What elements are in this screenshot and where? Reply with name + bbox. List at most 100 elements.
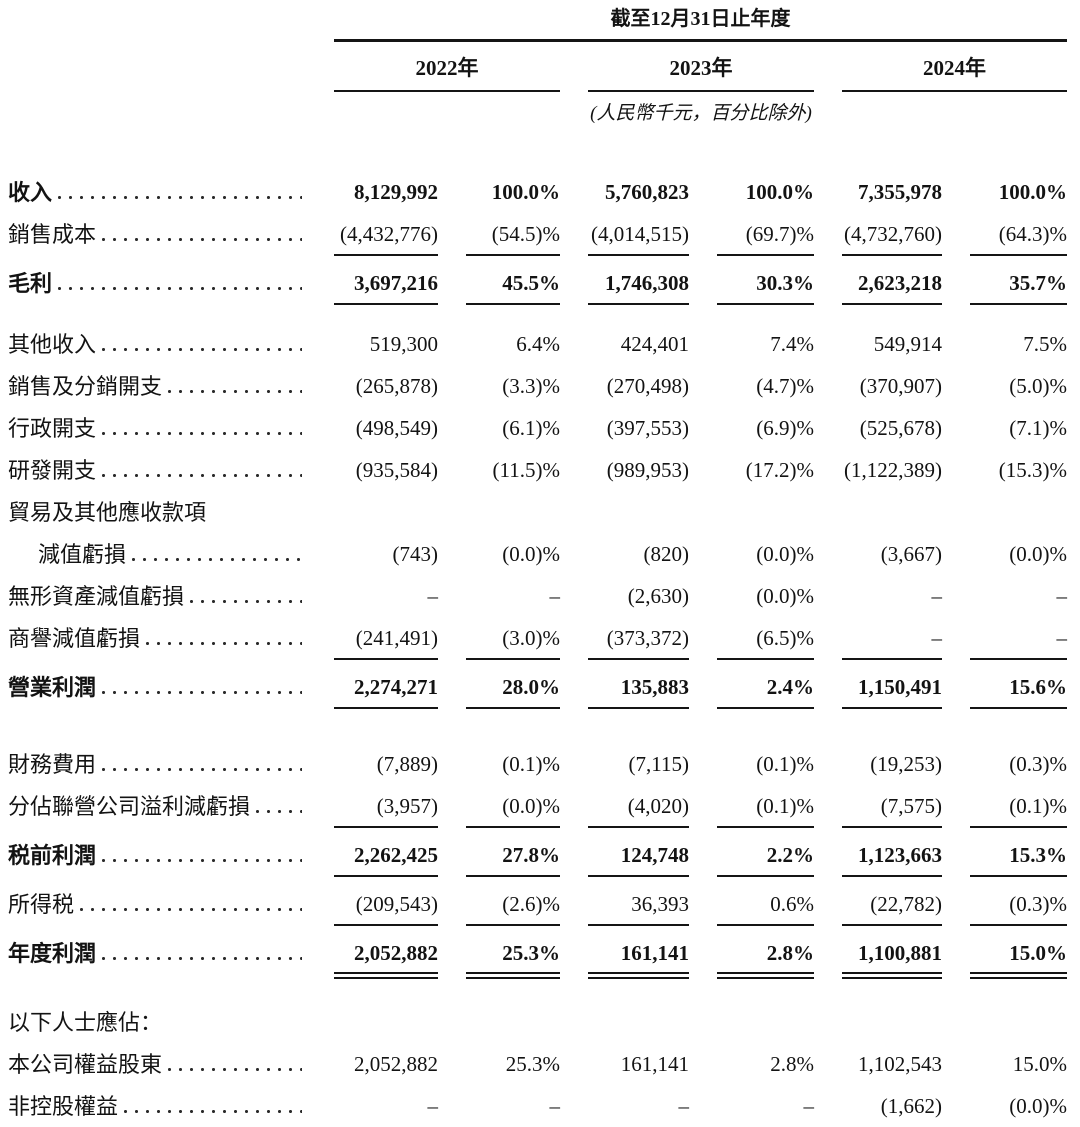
value-2023: – bbox=[678, 1094, 690, 1118]
value-2022: (4,432,776) bbox=[334, 220, 438, 256]
value-2024: (4,732,760) bbox=[842, 220, 942, 256]
row-label-cell: 財務費用 bbox=[8, 750, 306, 779]
value-2022: (743) bbox=[392, 542, 439, 566]
pct-2022: (3.3)% bbox=[502, 374, 560, 398]
row-label-cell: 所得税 bbox=[8, 890, 306, 926]
value-2022: (209,543) bbox=[334, 890, 438, 926]
value-2023: 5,760,823 bbox=[605, 180, 689, 204]
pct-2022: (2.6)% bbox=[466, 890, 560, 926]
value-2024: (1,122,389) bbox=[844, 458, 942, 482]
pct-2023: (17.2)% bbox=[745, 458, 814, 482]
row-label: 營業利潤 bbox=[8, 675, 97, 700]
table-row: 行政開支 (498,549) (6.1)% (397,553) (6.9)% (525,6… bbox=[8, 407, 1068, 449]
row-label: 收入 bbox=[8, 180, 53, 205]
pct-2024: 15.3% bbox=[970, 841, 1067, 877]
dot-leader bbox=[168, 372, 302, 401]
value-2024: (1,662) bbox=[880, 1094, 942, 1118]
value-2022: (3,957) bbox=[334, 792, 438, 828]
pct-2022: 25.3% bbox=[466, 939, 560, 979]
header-period-row: 截至12月31日止年度 bbox=[8, 6, 1068, 42]
pct-2024: (5.0)% bbox=[1009, 374, 1067, 398]
pct-2023: (0.0)% bbox=[756, 542, 814, 566]
table-row: 無形資產減值虧損 – – (2,630) (0.0)% – – bbox=[8, 575, 1068, 617]
table-row: 減值虧損 (743) (0.0)% (820) (0.0)% (3,667) (0.0)% bbox=[8, 533, 1068, 575]
dot-leader bbox=[58, 178, 302, 207]
row-label: 以下人士應佔： bbox=[8, 1010, 163, 1035]
dot-leader bbox=[124, 1092, 302, 1121]
value-2022: 2,274,271 bbox=[334, 673, 438, 709]
table-row: 分佔聯營公司溢利減虧損 (3,957) (0.0)% (4,020) (0.1)% (7,… bbox=[8, 785, 1068, 834]
dot-leader bbox=[102, 939, 302, 968]
row-label: 行政開支 bbox=[8, 416, 97, 441]
dot-leader bbox=[80, 890, 302, 919]
pct-2023: (4.7)% bbox=[756, 374, 814, 398]
row-label-cell: 銷售成本 bbox=[8, 220, 306, 256]
row-label-cell: 銷售及分銷開支 bbox=[8, 372, 306, 401]
value-2023: 36,393 bbox=[588, 890, 689, 926]
pct-2022: – bbox=[549, 1094, 561, 1118]
pct-2022: (3.0)% bbox=[466, 624, 560, 660]
dot-leader bbox=[102, 841, 302, 870]
dot-leader bbox=[102, 750, 302, 779]
value-2023: (373,372) bbox=[588, 624, 689, 660]
value-2022: 519,300 bbox=[369, 332, 438, 356]
pct-2023: 2.8% bbox=[770, 1052, 814, 1076]
table-row: 税前利潤 2,262,425 27.8% 124,748 2.2% 1,123,663 15… bbox=[8, 834, 1068, 883]
value-2024: 7,355,978 bbox=[858, 180, 942, 204]
pct-2024: 35.7% bbox=[970, 269, 1067, 305]
pct-2024: (0.0)% bbox=[1009, 542, 1067, 566]
value-2022: (265,878) bbox=[355, 374, 438, 398]
value-2022: (498,549) bbox=[355, 416, 438, 440]
value-2022: – bbox=[427, 584, 439, 608]
pct-2024: 15.6% bbox=[970, 673, 1067, 709]
value-2023: 1,746,308 bbox=[588, 269, 689, 305]
row-label: 商譽減值虧損 bbox=[8, 626, 141, 651]
pct-2023: (0.1)% bbox=[717, 792, 814, 828]
pct-2024: (15.3)% bbox=[998, 458, 1067, 482]
value-2023: (2,630) bbox=[627, 584, 689, 608]
dot-leader bbox=[58, 269, 302, 298]
dot-leader bbox=[102, 414, 302, 443]
value-2023: (820) bbox=[643, 542, 690, 566]
value-2024: – bbox=[931, 584, 943, 608]
value-2024: 1,100,881 bbox=[842, 939, 942, 979]
table-row: 以下人士應佔： bbox=[8, 1001, 1068, 1043]
value-2024: – bbox=[842, 624, 942, 660]
value-2024: (19,253) bbox=[870, 752, 942, 776]
header-years-row: 2022年 2023年 2024年 bbox=[8, 42, 1068, 92]
pct-2024: – bbox=[970, 624, 1067, 660]
value-2023: 135,883 bbox=[588, 673, 689, 709]
value-2022: – bbox=[427, 1094, 439, 1118]
value-2022: 2,052,882 bbox=[354, 1052, 438, 1076]
pct-2023: (0.1)% bbox=[756, 752, 814, 776]
row-label-cell: 非控股權益 bbox=[8, 1092, 306, 1121]
pct-2023: 0.6% bbox=[717, 890, 814, 926]
row-label: 財務費用 bbox=[8, 752, 97, 777]
pct-2023: 2.8% bbox=[717, 939, 814, 979]
pct-2024: – bbox=[1056, 584, 1068, 608]
dot-leader bbox=[102, 456, 302, 485]
table-row: 年度利潤 2,052,882 25.3% 161,141 2.8% 1,100,881 15… bbox=[8, 932, 1068, 985]
pct-2023: 7.4% bbox=[770, 332, 814, 356]
table-row: 所得税 (209,543) (2.6)% 36,393 0.6% (22,782) (0.3… bbox=[8, 883, 1068, 932]
value-2024: 1,150,491 bbox=[842, 673, 942, 709]
row-label: 毛利 bbox=[8, 271, 53, 296]
value-2024: (7,575) bbox=[842, 792, 942, 828]
table-row: 銷售及分銷開支 (265,878) (3.3)% (270,498) (4.7)% (37… bbox=[8, 365, 1068, 407]
value-2024: (3,667) bbox=[880, 542, 942, 566]
pct-2022: – bbox=[549, 584, 561, 608]
value-2022: (241,491) bbox=[334, 624, 438, 660]
row-label-cell: 研發開支 bbox=[8, 456, 306, 485]
row-label: 研發開支 bbox=[8, 458, 97, 483]
table-row: 商譽減值虧損 (241,491) (3.0)% (373,372) (6.5)% – – bbox=[8, 617, 1068, 666]
pct-2024: (0.0)% bbox=[1009, 1094, 1067, 1118]
dot-leader bbox=[102, 220, 302, 249]
table-row: 營業利潤 2,274,271 28.0% 135,883 2.4% 1,150,491 15… bbox=[8, 666, 1068, 715]
table-row: 研發開支 (935,584) (11.5)% (989,953) (17.2)% (1,1… bbox=[8, 449, 1068, 491]
row-label: 税前利潤 bbox=[8, 843, 97, 868]
value-2022: 3,697,216 bbox=[334, 269, 438, 305]
pct-2023: 2.2% bbox=[717, 841, 814, 877]
dot-leader bbox=[102, 673, 302, 702]
pct-2022: (0.0)% bbox=[502, 542, 560, 566]
value-2023: (7,115) bbox=[628, 752, 689, 776]
